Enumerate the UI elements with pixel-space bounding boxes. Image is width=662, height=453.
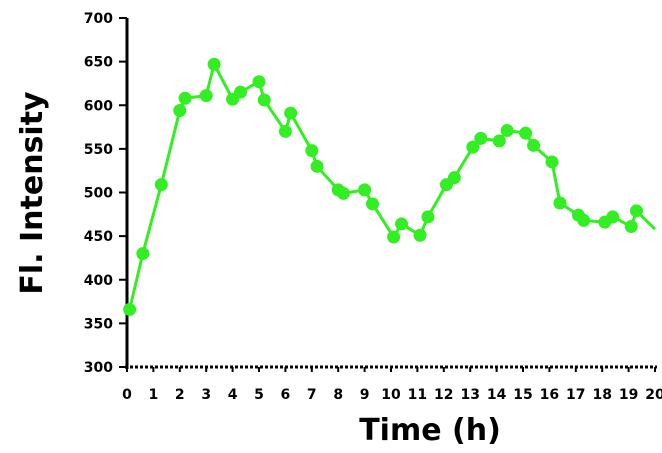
x-tick-label: 10 bbox=[381, 387, 401, 403]
data-point bbox=[358, 183, 372, 197]
series-group bbox=[123, 57, 657, 316]
data-point bbox=[257, 93, 271, 107]
data-point bbox=[447, 171, 461, 185]
x-axis-title: Time (h) bbox=[359, 413, 501, 448]
data-point bbox=[527, 138, 541, 152]
x-tick-label: 4 bbox=[228, 387, 238, 403]
data-point bbox=[421, 210, 435, 224]
y-axis-title: Fl. Intensity bbox=[15, 91, 50, 295]
data-point bbox=[234, 85, 248, 99]
data-point bbox=[630, 204, 644, 218]
data-point bbox=[500, 124, 514, 138]
data-point bbox=[577, 213, 591, 227]
data-point bbox=[310, 159, 324, 173]
data-point bbox=[278, 124, 292, 138]
data-point bbox=[154, 178, 168, 192]
x-tick-label: 12 bbox=[434, 387, 453, 403]
data-point bbox=[199, 89, 213, 103]
y-tick-label: 600 bbox=[84, 98, 113, 114]
x-tick-label: 15 bbox=[513, 387, 532, 403]
x-tick-label: 18 bbox=[592, 387, 611, 403]
data-point bbox=[207, 57, 221, 71]
y-tick-label: 400 bbox=[84, 273, 113, 289]
x-tick-label: 0 bbox=[122, 387, 132, 403]
x-tick-label: 2 bbox=[175, 387, 185, 403]
data-point bbox=[136, 247, 150, 261]
data-point bbox=[366, 197, 380, 211]
x-tick-label: 1 bbox=[149, 387, 159, 403]
y-tick-label: 550 bbox=[84, 142, 113, 158]
data-point bbox=[173, 103, 187, 117]
data-point bbox=[178, 91, 192, 105]
data-point bbox=[466, 140, 480, 154]
x-tick-group: 0 1 2 3 4 5 6 7 8 9 10 11 12 13 14 15 16 17 18 19 20 bbox=[122, 367, 662, 403]
data-point bbox=[519, 126, 533, 140]
data-point bbox=[553, 196, 567, 210]
y-tick-label: 300 bbox=[84, 360, 113, 376]
data-point bbox=[284, 106, 298, 120]
data-point bbox=[123, 302, 137, 316]
data-point bbox=[336, 186, 350, 200]
data-point bbox=[387, 230, 401, 244]
x-tick-label: 14 bbox=[487, 387, 507, 403]
data-point bbox=[474, 131, 488, 145]
data-point bbox=[624, 220, 638, 234]
y-tick-label: 650 bbox=[84, 55, 113, 71]
data-point bbox=[395, 217, 409, 231]
series-line bbox=[128, 62, 657, 310]
x-tick-label: 9 bbox=[360, 387, 370, 403]
x-tick-label: 6 bbox=[281, 387, 291, 403]
x-tick-label: 20 bbox=[645, 387, 662, 403]
data-point bbox=[413, 228, 427, 242]
y-tick-group: 300 350 400 450 500 550 600 650 700 bbox=[84, 11, 127, 376]
data-point bbox=[545, 155, 559, 169]
x-tick-label: 3 bbox=[201, 387, 211, 403]
x-tick-label: 5 bbox=[254, 387, 264, 403]
y-tick-label: 450 bbox=[84, 229, 113, 245]
x-tick-label: 17 bbox=[566, 387, 585, 403]
x-tick-label: 8 bbox=[333, 387, 343, 403]
y-tick-label: 700 bbox=[84, 11, 113, 27]
data-point bbox=[492, 134, 506, 148]
y-tick-label: 350 bbox=[84, 316, 113, 332]
x-tick-label: 16 bbox=[540, 387, 559, 403]
y-tick-label: 500 bbox=[84, 186, 113, 202]
data-point bbox=[606, 210, 620, 224]
x-tick-label: 11 bbox=[408, 387, 427, 403]
data-point bbox=[305, 144, 319, 158]
x-tick-label: 13 bbox=[460, 387, 479, 403]
axes bbox=[125, 18, 657, 369]
x-tick-label: 19 bbox=[619, 387, 638, 403]
x-tick-label: 7 bbox=[307, 387, 317, 403]
data-point bbox=[252, 75, 266, 89]
